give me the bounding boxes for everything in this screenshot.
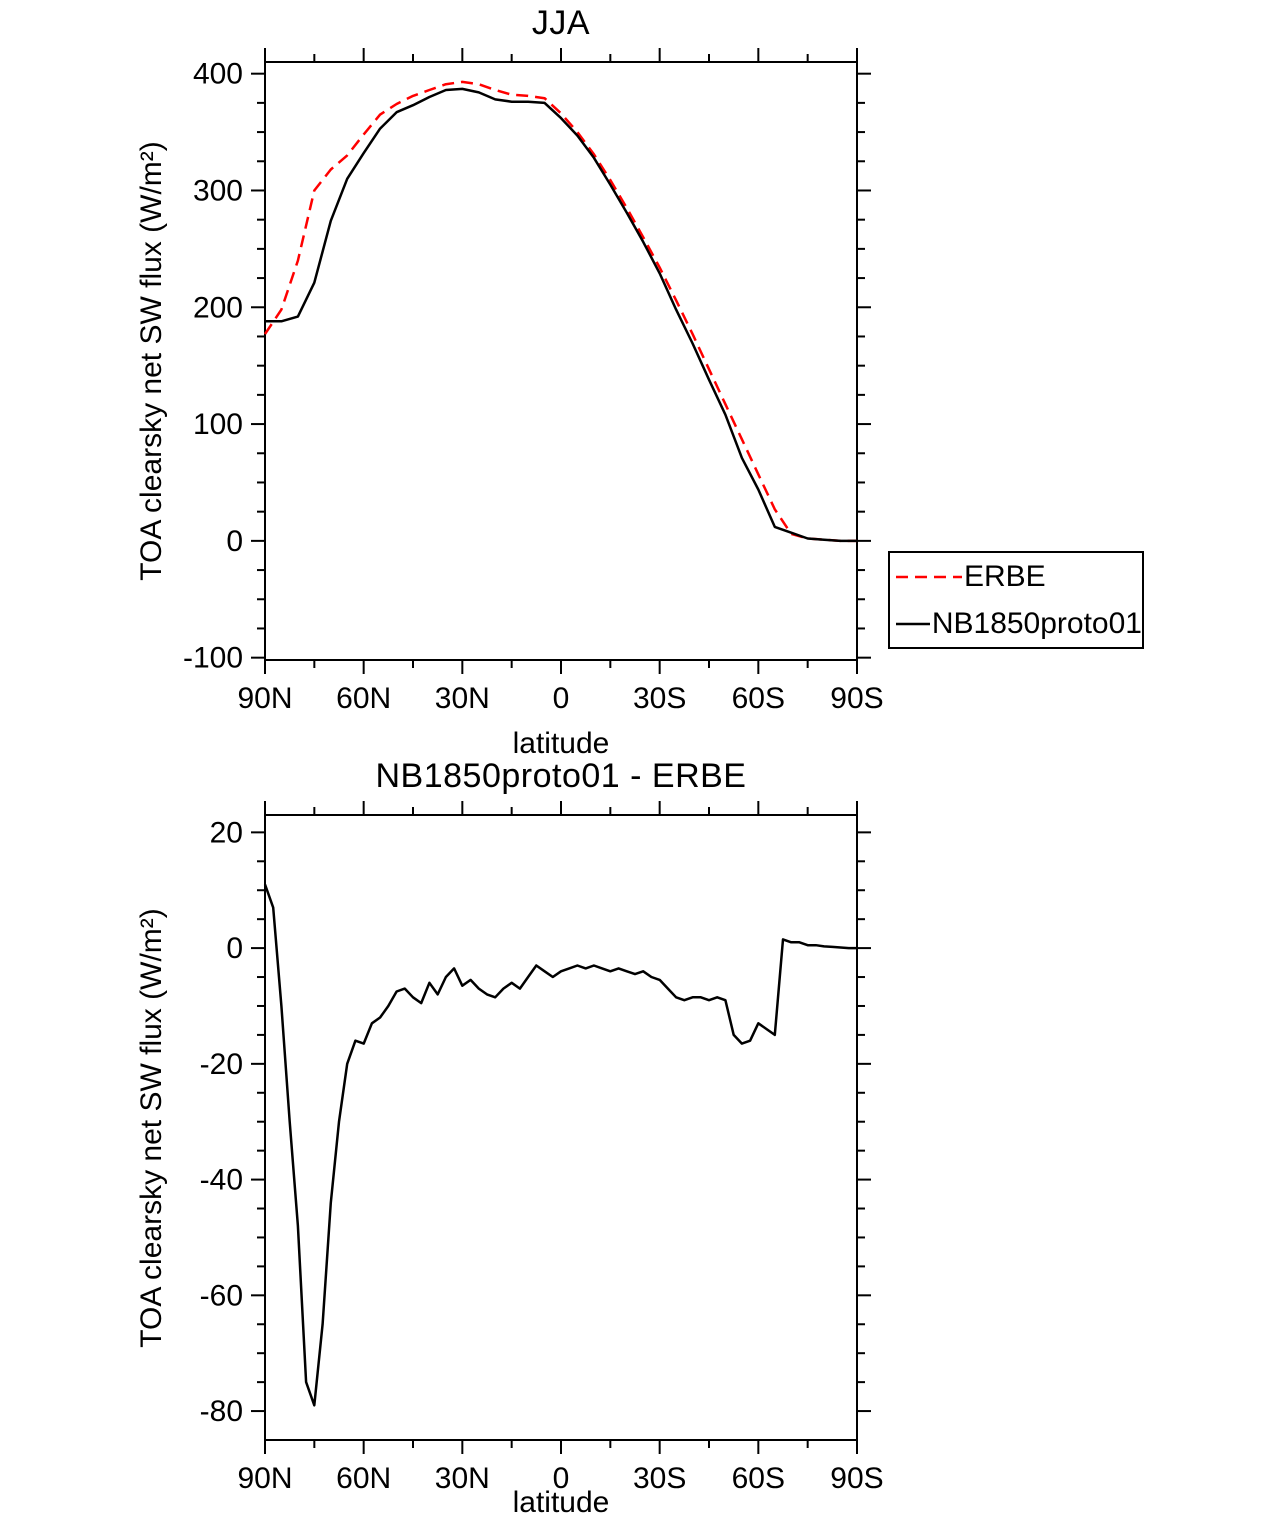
legend-label-model: NB1850proto01	[931, 606, 1142, 640]
svg-text:0: 0	[226, 932, 243, 965]
svg-text:100: 100	[193, 408, 243, 441]
svg-text:20: 20	[210, 816, 243, 849]
svg-text:60S: 60S	[732, 1462, 785, 1495]
svg-text:30N: 30N	[435, 682, 490, 715]
svg-text:30N: 30N	[435, 1462, 490, 1495]
legend-label-erbe: ERBE	[964, 559, 1046, 593]
top-x-axis-label: latitude	[512, 727, 610, 760]
svg-text:0: 0	[553, 682, 570, 715]
legend-item-erbe: ERBE	[896, 559, 1142, 593]
svg-text:60N: 60N	[336, 682, 391, 715]
svg-text:90S: 90S	[830, 1462, 883, 1495]
svg-text:-80: -80	[200, 1395, 243, 1428]
svg-text:-40: -40	[200, 1164, 243, 1197]
top-y-axis-label: TOA clearsky net SW flux (W/m²)	[135, 141, 168, 581]
svg-text:0: 0	[553, 1462, 570, 1495]
svg-text:30S: 30S	[633, 1462, 686, 1495]
svg-text:-100: -100	[183, 642, 243, 675]
bottom-y-axis-label: TOA clearsky net SW flux (W/m²)	[135, 908, 168, 1348]
bottom-chart-title: NB1850proto01 - ERBE	[375, 757, 747, 795]
svg-text:60S: 60S	[732, 682, 785, 715]
legend-box: ERBE NB1850proto01	[888, 551, 1144, 649]
svg-text:90N: 90N	[237, 682, 292, 715]
bottom-x-axis-label: latitude	[512, 1486, 610, 1519]
svg-text:300: 300	[193, 174, 243, 207]
erbe-line-sample	[896, 575, 962, 578]
model-line-sample	[896, 622, 930, 625]
svg-text:60N: 60N	[336, 1462, 391, 1495]
svg-text:90N: 90N	[237, 1462, 292, 1495]
svg-text:400: 400	[193, 58, 243, 91]
svg-text:-20: -20	[200, 1048, 243, 1081]
svg-text:-60: -60	[200, 1279, 243, 1312]
legend-item-model: NB1850proto01	[896, 606, 1142, 640]
svg-text:30S: 30S	[633, 682, 686, 715]
top-chart-title: JJA	[531, 4, 591, 42]
svg-text:90S: 90S	[830, 682, 883, 715]
svg-text:200: 200	[193, 291, 243, 324]
svg-text:0: 0	[226, 525, 243, 558]
